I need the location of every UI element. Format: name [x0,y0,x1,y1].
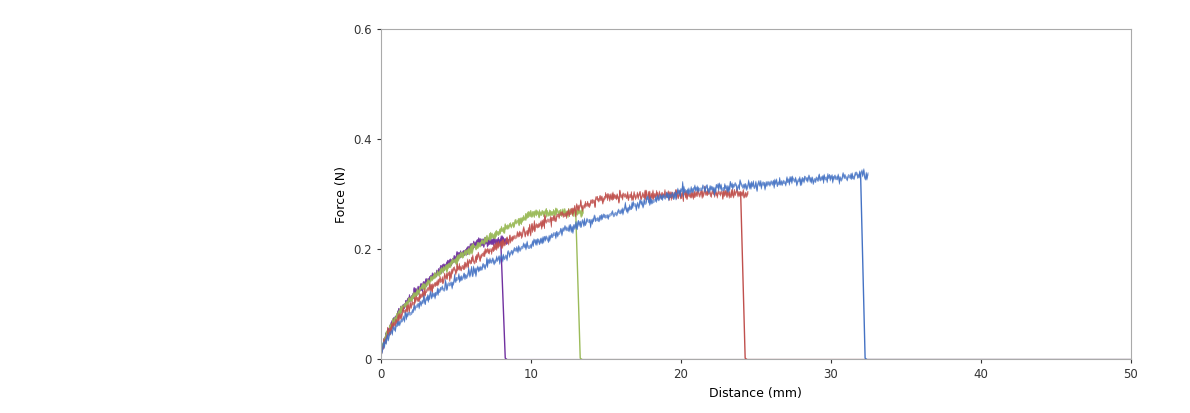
10% brown rice [1123,357,1138,362]
20% brown rice [575,357,589,362]
Y-axis label: Force (N): Force (N) [334,166,347,223]
20% brown rice [1123,357,1138,362]
10% brown rice [739,357,753,362]
X-axis label: Distance (mm): Distance (mm) [709,387,802,400]
Control [859,357,873,362]
Control [1123,357,1138,362]
